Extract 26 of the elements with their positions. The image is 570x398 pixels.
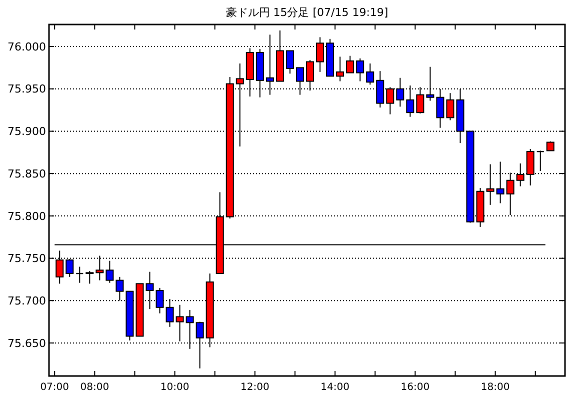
y-tick-label: 75.950 — [8, 82, 46, 96]
y-tick-label: 75.650 — [8, 336, 46, 350]
candlestick — [286, 50, 294, 74]
candlestick — [446, 92, 454, 121]
candlestick — [106, 260, 114, 284]
y-tick-label: 75.800 — [8, 210, 46, 223]
x-tick-label: 08:00 — [80, 382, 110, 393]
x-tick-label: 18:00 — [480, 382, 510, 393]
chart-title: 豪ドル円 15分足 [07/15 19:19] — [226, 6, 388, 19]
candlestick — [366, 62, 374, 86]
y-tick-label: 75.700 — [8, 294, 46, 308]
x-tick-label: 16:00 — [400, 382, 430, 393]
x-tick-label: 14:00 — [320, 382, 350, 393]
candlestick — [346, 55, 354, 74]
y-tick-label: 75.850 — [8, 167, 46, 180]
x-tick-label: 12:00 — [240, 382, 270, 393]
candlestick — [486, 164, 494, 206]
y-tick-label: 76.000 — [8, 40, 46, 54]
candlestick — [336, 56, 344, 82]
candlestick — [86, 270, 94, 284]
y-tick-label: 75.900 — [8, 125, 46, 138]
candlestick — [356, 58, 364, 82]
candlestick — [176, 304, 184, 342]
y-tick-label: 75.750 — [8, 252, 46, 266]
x-tick-label: 10:00 — [160, 382, 190, 393]
x-tick-label: 07:00 — [40, 382, 70, 393]
